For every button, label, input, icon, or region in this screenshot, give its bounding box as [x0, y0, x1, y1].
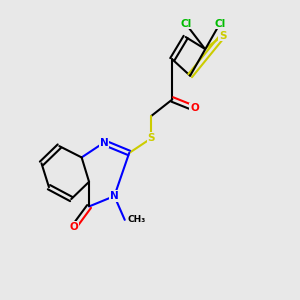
Text: Cl: Cl — [180, 19, 191, 29]
Text: N: N — [100, 138, 108, 148]
Text: S: S — [219, 31, 226, 40]
Text: O: O — [70, 222, 79, 232]
Text: O: O — [190, 103, 199, 113]
Text: N: N — [110, 191, 119, 201]
Text: Cl: Cl — [214, 19, 226, 29]
Text: S: S — [148, 133, 155, 143]
Text: CH₃: CH₃ — [128, 215, 146, 224]
